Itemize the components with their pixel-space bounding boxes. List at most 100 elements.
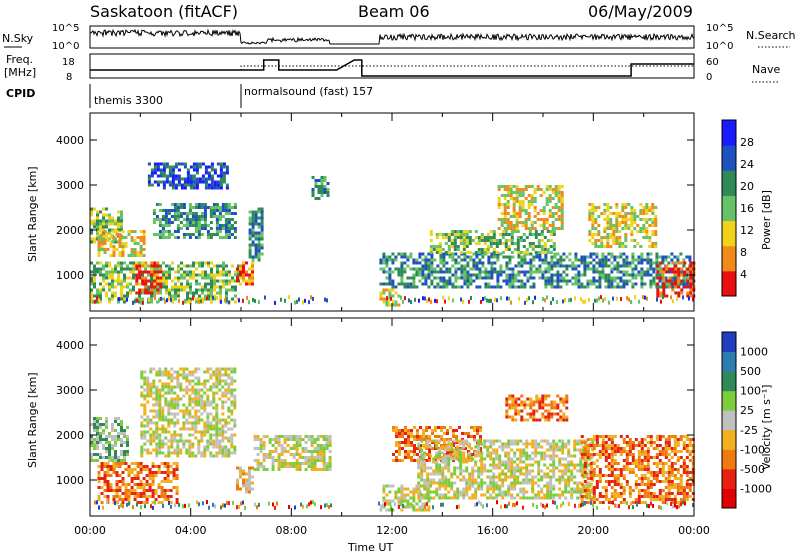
echo-cell bbox=[379, 282, 383, 286]
echo-cell bbox=[438, 496, 442, 500]
echo-cell bbox=[609, 236, 613, 239]
echo-cell bbox=[182, 206, 186, 209]
echo-cell bbox=[588, 297, 590, 302]
echo-cell bbox=[108, 270, 111, 274]
echo-cell bbox=[295, 441, 299, 444]
echo-cell bbox=[474, 454, 478, 458]
echo-cell bbox=[109, 489, 113, 492]
echo-cell bbox=[492, 248, 496, 251]
echo-cell bbox=[93, 276, 96, 280]
echo-cell bbox=[427, 270, 431, 274]
echo-cell bbox=[640, 282, 644, 286]
echo-cell bbox=[392, 459, 395, 462]
echo-cell bbox=[463, 282, 467, 286]
echo-cell bbox=[474, 236, 478, 239]
echo-cell bbox=[201, 270, 204, 274]
echo-cell bbox=[201, 261, 204, 265]
echo-cell bbox=[93, 453, 96, 456]
echo-cell bbox=[188, 400, 192, 404]
echo-cell bbox=[224, 436, 228, 440]
echo-cell bbox=[142, 501, 146, 504]
echo-cell bbox=[400, 295, 402, 300]
echo-cell bbox=[440, 435, 443, 438]
echo-cell bbox=[153, 276, 156, 280]
echo-cell bbox=[673, 276, 677, 280]
echo-cell bbox=[519, 469, 523, 473]
echo-cell bbox=[447, 490, 451, 494]
echo-cell bbox=[96, 444, 99, 447]
echo-cell bbox=[612, 224, 616, 227]
echo-cell bbox=[639, 203, 643, 206]
echo-cell bbox=[149, 385, 153, 389]
echo-cell bbox=[385, 493, 389, 497]
echo-cell bbox=[504, 442, 508, 446]
echo-cell bbox=[568, 264, 572, 268]
echo-cell bbox=[302, 300, 304, 305]
echo-cell bbox=[127, 492, 131, 495]
echo-cell bbox=[233, 203, 237, 206]
echo-cell bbox=[320, 191, 324, 194]
echo-cell bbox=[262, 453, 266, 456]
echo-cell bbox=[175, 498, 179, 501]
echo-cell bbox=[109, 483, 113, 486]
echo-cell bbox=[589, 282, 593, 286]
echo-cell bbox=[224, 445, 228, 449]
echo-cell bbox=[512, 206, 516, 209]
echo-cell bbox=[498, 460, 502, 464]
echo-cell bbox=[186, 285, 189, 289]
echo-cell bbox=[642, 218, 646, 221]
echo-cell bbox=[115, 462, 119, 465]
echo-cell bbox=[191, 221, 195, 224]
echo-cell bbox=[395, 444, 398, 447]
echo-cell bbox=[429, 248, 433, 251]
echo-cell bbox=[444, 487, 448, 491]
echo-cell bbox=[257, 234, 261, 238]
echo-cell bbox=[574, 264, 578, 268]
echo-cell bbox=[634, 276, 638, 280]
echo-cell bbox=[537, 251, 541, 254]
echo-cell bbox=[556, 300, 558, 305]
echo-cell bbox=[673, 261, 677, 265]
echo-cell bbox=[680, 288, 684, 292]
echo-cell bbox=[109, 486, 113, 489]
echo-cell bbox=[649, 267, 653, 271]
echo-cell bbox=[186, 177, 190, 181]
echo-cell bbox=[124, 495, 128, 498]
echo-cell bbox=[170, 439, 174, 443]
echo-cell bbox=[152, 433, 156, 437]
echo-cell bbox=[600, 295, 602, 300]
echo-cell bbox=[274, 441, 278, 444]
echo-cell bbox=[115, 492, 119, 495]
echo-cell bbox=[470, 447, 473, 450]
echo-cell bbox=[475, 267, 479, 271]
echo-cell bbox=[117, 459, 120, 462]
echo-cell bbox=[441, 460, 445, 464]
echo-cell bbox=[606, 227, 610, 230]
echo-cell bbox=[218, 382, 222, 386]
echo-cell bbox=[505, 264, 509, 268]
echo-cell bbox=[523, 273, 527, 277]
echo-cell bbox=[406, 282, 410, 286]
echo-cell bbox=[457, 255, 461, 259]
echo-cell bbox=[189, 264, 192, 268]
echo-cell bbox=[586, 285, 590, 289]
echo-cell bbox=[547, 282, 551, 286]
echo-cell bbox=[319, 444, 323, 447]
echo-cell bbox=[158, 379, 162, 383]
echo-cell bbox=[182, 388, 186, 392]
echo-cell bbox=[459, 242, 463, 245]
echo-cell bbox=[498, 239, 502, 242]
echo-cell bbox=[646, 252, 650, 256]
echo-cell bbox=[642, 295, 644, 300]
echo-cell bbox=[239, 466, 242, 470]
echo-cell bbox=[158, 448, 162, 452]
echo-cell bbox=[191, 370, 195, 374]
echo-cell bbox=[260, 222, 264, 226]
echo-cell bbox=[126, 441, 129, 444]
echo-cell bbox=[616, 270, 620, 274]
echo-cell bbox=[645, 221, 649, 224]
echo-cell bbox=[556, 403, 560, 407]
echo-cell bbox=[594, 245, 598, 248]
echo-cell bbox=[149, 451, 153, 455]
